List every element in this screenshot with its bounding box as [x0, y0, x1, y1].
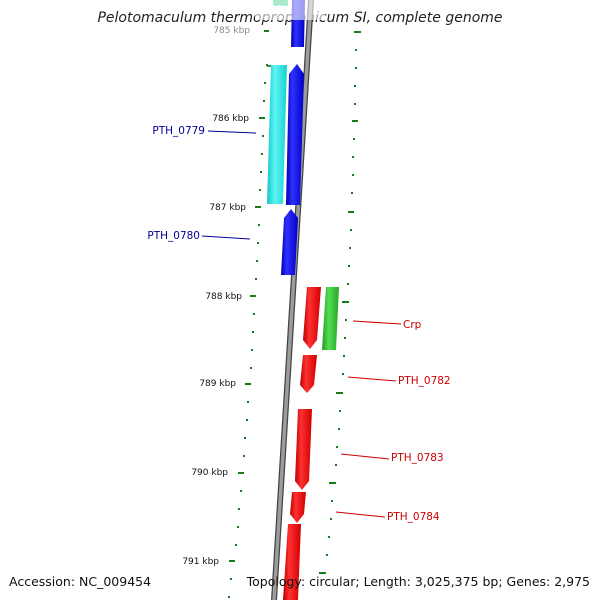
tick-mark — [348, 211, 354, 213]
tick-mark — [235, 544, 237, 546]
tick-mark — [238, 508, 240, 510]
leader-line-pth0784 — [335, 511, 386, 518]
tick-mark — [342, 373, 344, 375]
tick-mark — [319, 572, 326, 574]
tick-mark — [338, 428, 340, 430]
tick-mark — [331, 500, 333, 502]
gene-pth0782-arrow[interactable] — [300, 355, 317, 393]
tick-mark — [355, 49, 357, 51]
reverse-strand-genes[interactable] — [283, 287, 321, 600]
gene-label-pth0779[interactable]: PTH_0779 — [152, 125, 205, 137]
tick-mark — [258, 224, 260, 226]
tick-mark — [252, 331, 254, 333]
scale-label: 786 kbp — [212, 114, 249, 124]
tick-mark — [348, 265, 350, 267]
tick-mark — [228, 596, 230, 598]
tick-mark — [264, 82, 266, 84]
tick-mark — [245, 383, 251, 385]
scale-label: 791 kbp — [182, 557, 219, 567]
tick-mark — [260, 171, 262, 173]
tick-mark — [229, 560, 235, 562]
scale-label: 787 kbp — [209, 203, 246, 213]
tick-mark — [262, 135, 264, 137]
tick-mark — [264, 30, 269, 32]
tick-mark — [244, 437, 246, 439]
gene-pth0783-arrow[interactable] — [295, 409, 312, 490]
leader-line-crp — [352, 320, 402, 325]
tick-mark — [259, 189, 261, 191]
tick-mark — [352, 174, 354, 176]
tick-mark — [336, 392, 343, 394]
tick-mark — [335, 464, 337, 466]
gene-pth0780-arrow[interactable] — [281, 209, 298, 275]
tick-mark — [257, 242, 259, 244]
tick-mark — [253, 313, 255, 315]
tick-mark — [246, 419, 248, 421]
tick-mark — [354, 31, 361, 33]
gene-label-pth0782[interactable]: PTH_0782 — [398, 375, 451, 387]
tick-mark — [344, 337, 346, 339]
tick-mark — [353, 138, 355, 140]
tick-mark — [250, 367, 252, 369]
tick-mark — [352, 156, 354, 158]
tick-mark — [355, 67, 357, 69]
tick-mark — [339, 410, 341, 412]
gene-label-pth0783[interactable]: PTH_0783 — [391, 452, 444, 464]
tick-mark — [336, 446, 338, 448]
forward-strand-genes[interactable] — [281, 0, 305, 275]
tick-mark — [250, 295, 256, 297]
scale-label: 785 kbp — [213, 26, 250, 36]
tick-mark — [352, 120, 358, 122]
gene-pth0784-arrow[interactable] — [290, 492, 306, 523]
tick-mark — [351, 192, 353, 194]
tick-mark — [238, 472, 244, 474]
genome-summary: Topology: circular; Length: 3,025,375 bp… — [246, 574, 590, 589]
tick-mark — [263, 100, 265, 102]
scale-label: 790 kbp — [191, 468, 228, 478]
tick-mark — [330, 518, 332, 520]
tick-mark — [255, 206, 261, 208]
leader-line-pth0779 — [207, 130, 257, 134]
feature-tick — [267, 65, 271, 67]
tick-mark — [230, 578, 232, 580]
genome-backbone — [272, 0, 313, 600]
title-backdrop — [255, 0, 325, 20]
tick-mark — [342, 301, 349, 303]
gene-pth0779-arrow[interactable] — [286, 64, 304, 205]
tick-mark — [261, 153, 263, 155]
gene-label-pth0784[interactable]: PTH_0784 — [387, 511, 440, 523]
tick-mark — [350, 229, 352, 231]
tick-mark — [237, 526, 239, 528]
leader-line-pth0783 — [340, 453, 390, 460]
tick-mark — [328, 536, 330, 538]
scale-label: 789 kbp — [199, 379, 236, 389]
right-tick-track — [319, 31, 361, 574]
tick-mark — [349, 247, 351, 249]
tick-mark — [247, 401, 249, 403]
gene-label-pth0780[interactable]: PTH_0780 — [147, 230, 200, 242]
leader-line-pth0780 — [201, 235, 251, 240]
gene-label-crp[interactable]: Crp — [403, 319, 422, 331]
accession-label: Accession: NC_009454 — [9, 574, 152, 589]
tick-mark — [343, 355, 345, 357]
tick-mark — [256, 260, 258, 262]
tick-mark — [240, 490, 242, 492]
tick-mark — [243, 455, 245, 457]
tick-mark — [251, 349, 253, 351]
scale-label: 788 kbp — [205, 292, 242, 302]
green-feature[interactable] — [322, 287, 339, 350]
tick-mark — [255, 278, 257, 280]
cyan-feature[interactable] — [267, 65, 287, 204]
tick-mark — [354, 85, 356, 87]
tick-mark — [345, 319, 347, 321]
tick-mark — [259, 117, 265, 119]
gene-crp-arrow[interactable] — [303, 287, 321, 349]
tick-mark — [329, 482, 336, 484]
leader-line-pth0782 — [347, 376, 397, 382]
tick-mark — [354, 103, 356, 105]
tick-mark — [326, 554, 328, 556]
tick-mark — [347, 283, 349, 285]
gene-arrow-reverse[interactable] — [283, 524, 301, 600]
